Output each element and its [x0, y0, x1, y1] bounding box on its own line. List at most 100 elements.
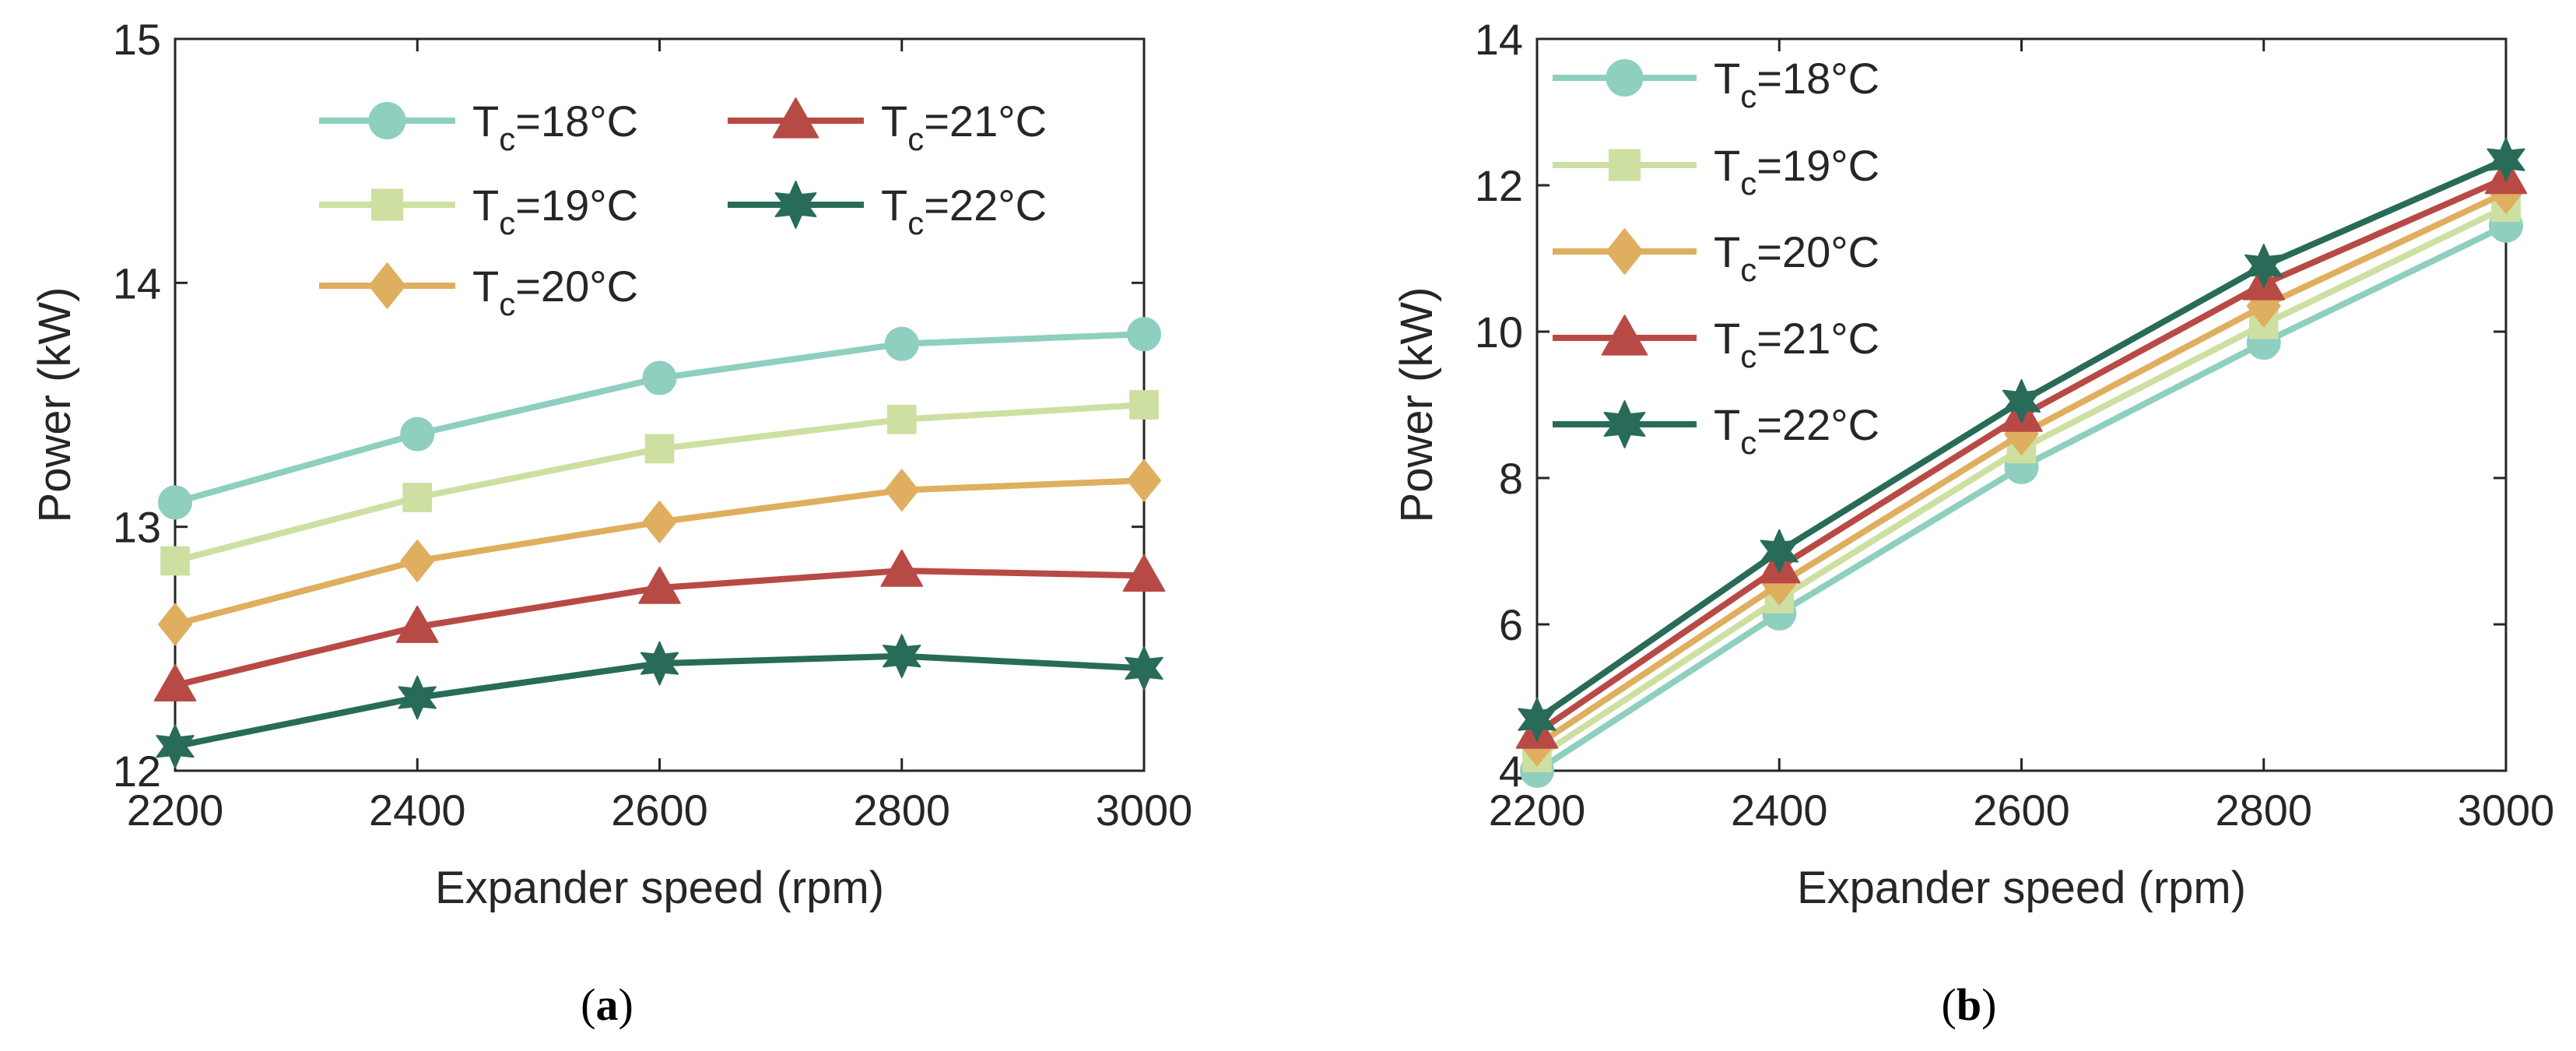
legend-label-value: =22°C — [1757, 400, 1879, 449]
y-tick-label: 12 — [113, 747, 161, 796]
y-axis-label: Power (kW) — [1392, 287, 1442, 523]
data-point — [1125, 646, 1163, 691]
legend-entry: Tc=22°C — [1553, 400, 1879, 461]
caption-letter: b — [1957, 979, 1981, 1030]
y-tick-label: 15 — [113, 15, 161, 64]
series-Tc=18°C — [158, 317, 1161, 520]
x-tick-label: 3000 — [2458, 786, 2555, 835]
legend-label-symbol: T — [881, 181, 907, 230]
legend-entry: Tc=20°C — [319, 262, 638, 322]
y-tick-label: 4 — [1499, 747, 1523, 796]
legend-entry: Tc=18°C — [319, 97, 638, 157]
data-point — [153, 664, 197, 702]
legend-label-symbol: T — [472, 97, 499, 146]
data-point — [402, 483, 433, 512]
legend-label-subscript: c — [1740, 338, 1757, 374]
x-axis-label: Expander speed (rpm) — [1797, 863, 2246, 913]
legend-marker — [368, 102, 406, 139]
data-point — [158, 603, 192, 646]
data-point — [642, 360, 677, 395]
data-point — [400, 417, 435, 452]
legend-label-value: =22°C — [924, 181, 1047, 230]
legend-label: Tc=22°C — [881, 181, 1047, 241]
x-tick-label: 3000 — [1096, 786, 1193, 835]
x-tick-label: 2200 — [1489, 786, 1586, 835]
data-point — [2244, 244, 2283, 288]
data-point — [1129, 390, 1159, 420]
y-tick-label: 14 — [1475, 15, 1523, 64]
series-line — [1535, 223, 2508, 774]
legend-label-subscript: c — [1740, 424, 1757, 461]
data-point — [1122, 554, 1166, 592]
x-tick-label: 2400 — [1731, 786, 1828, 835]
legend-label-symbol: T — [1714, 400, 1740, 449]
data-point — [1127, 317, 1161, 352]
caption-close: ) — [619, 979, 633, 1030]
x-tick-label: 2400 — [369, 786, 466, 835]
series-Tc=22°C — [156, 634, 1163, 768]
legend-label-value: =19°C — [1757, 141, 1879, 190]
series-Tc=19°C — [160, 390, 1159, 576]
legend-label: Tc=20°C — [1714, 227, 1879, 288]
legend-marker — [772, 97, 819, 139]
legend-label: Tc=18°C — [1714, 54, 1879, 114]
legend-label-subscript: c — [499, 286, 515, 322]
data-point — [880, 549, 923, 587]
y-tick-label: 14 — [113, 258, 161, 308]
legend-label-symbol: T — [1714, 141, 1740, 190]
data-point — [1518, 697, 1556, 742]
legend-label-symbol: T — [1714, 314, 1740, 363]
caption-letter: a — [596, 979, 619, 1030]
y-tick-label: 6 — [1499, 600, 1523, 649]
data-point — [400, 540, 435, 582]
series-Tc=21°C — [153, 549, 1166, 702]
y-axis-label: Power (kW) — [30, 287, 80, 523]
legend: Tc=18°C Tc=21°CTc=19°C Tc=22°CTc=20°C — [319, 97, 1047, 322]
legend-label: Tc=19°C — [1714, 141, 1879, 202]
y-tick-label: 10 — [1475, 308, 1523, 357]
x-tick-label: 2800 — [2215, 786, 2312, 835]
data-point — [2487, 137, 2525, 182]
data-point — [884, 469, 919, 511]
legend: Tc=18°CTc=19°CTc=20°CTc=21°CTc=22°C — [1553, 54, 1879, 461]
series-line — [174, 331, 1145, 506]
legend-label: Tc=21°C — [1714, 314, 1879, 374]
legend-entry: Tc=19°C — [1553, 141, 1879, 202]
panel-caption: (a) — [581, 979, 633, 1030]
panel-caption: (b) — [1942, 979, 1997, 1030]
legend-label-subscript: c — [1740, 78, 1757, 114]
x-tick-label: 2600 — [1973, 786, 2070, 835]
legend-marker — [1608, 149, 1641, 181]
series-Tc=18°C — [1520, 208, 2523, 788]
x-tick-label: 2800 — [853, 786, 950, 835]
legend-label-symbol: T — [472, 181, 499, 230]
data-point — [160, 546, 190, 576]
legend-label-subscript: c — [907, 121, 924, 157]
legend-label-subscript: c — [499, 205, 515, 241]
legend-marker — [1606, 59, 1644, 97]
y-tick-label: 13 — [113, 503, 161, 552]
data-point — [884, 326, 919, 361]
x-axis-label: Expander speed (rpm) — [435, 863, 884, 913]
legend-label-value: =20°C — [515, 262, 638, 311]
legend-marker — [1601, 315, 1648, 356]
legend-entry: Tc=19°C — [319, 181, 638, 241]
legend-label-subscript: c — [907, 205, 924, 241]
legend-marker — [370, 188, 404, 221]
chart-panel-a: 2200 2400 2600 2800 3000 12 13 14 15 Expander spe… — [30, 15, 1192, 1030]
legend-label-subscript: c — [499, 121, 515, 157]
series-Tc=22°C — [1518, 137, 2525, 742]
data-point — [1127, 459, 1161, 502]
data-point — [158, 485, 192, 520]
data-point — [644, 434, 675, 464]
data-point — [396, 605, 439, 643]
data-point — [886, 404, 917, 434]
legend-entry: Tc=18°C — [1553, 54, 1879, 114]
legend-label-value: =21°C — [924, 97, 1047, 146]
data-point — [883, 634, 921, 679]
legend-label-value: =19°C — [515, 181, 638, 230]
legend-entry: Tc=21°C — [728, 97, 1047, 157]
legend-marker — [1606, 228, 1644, 275]
data-point — [640, 641, 679, 686]
